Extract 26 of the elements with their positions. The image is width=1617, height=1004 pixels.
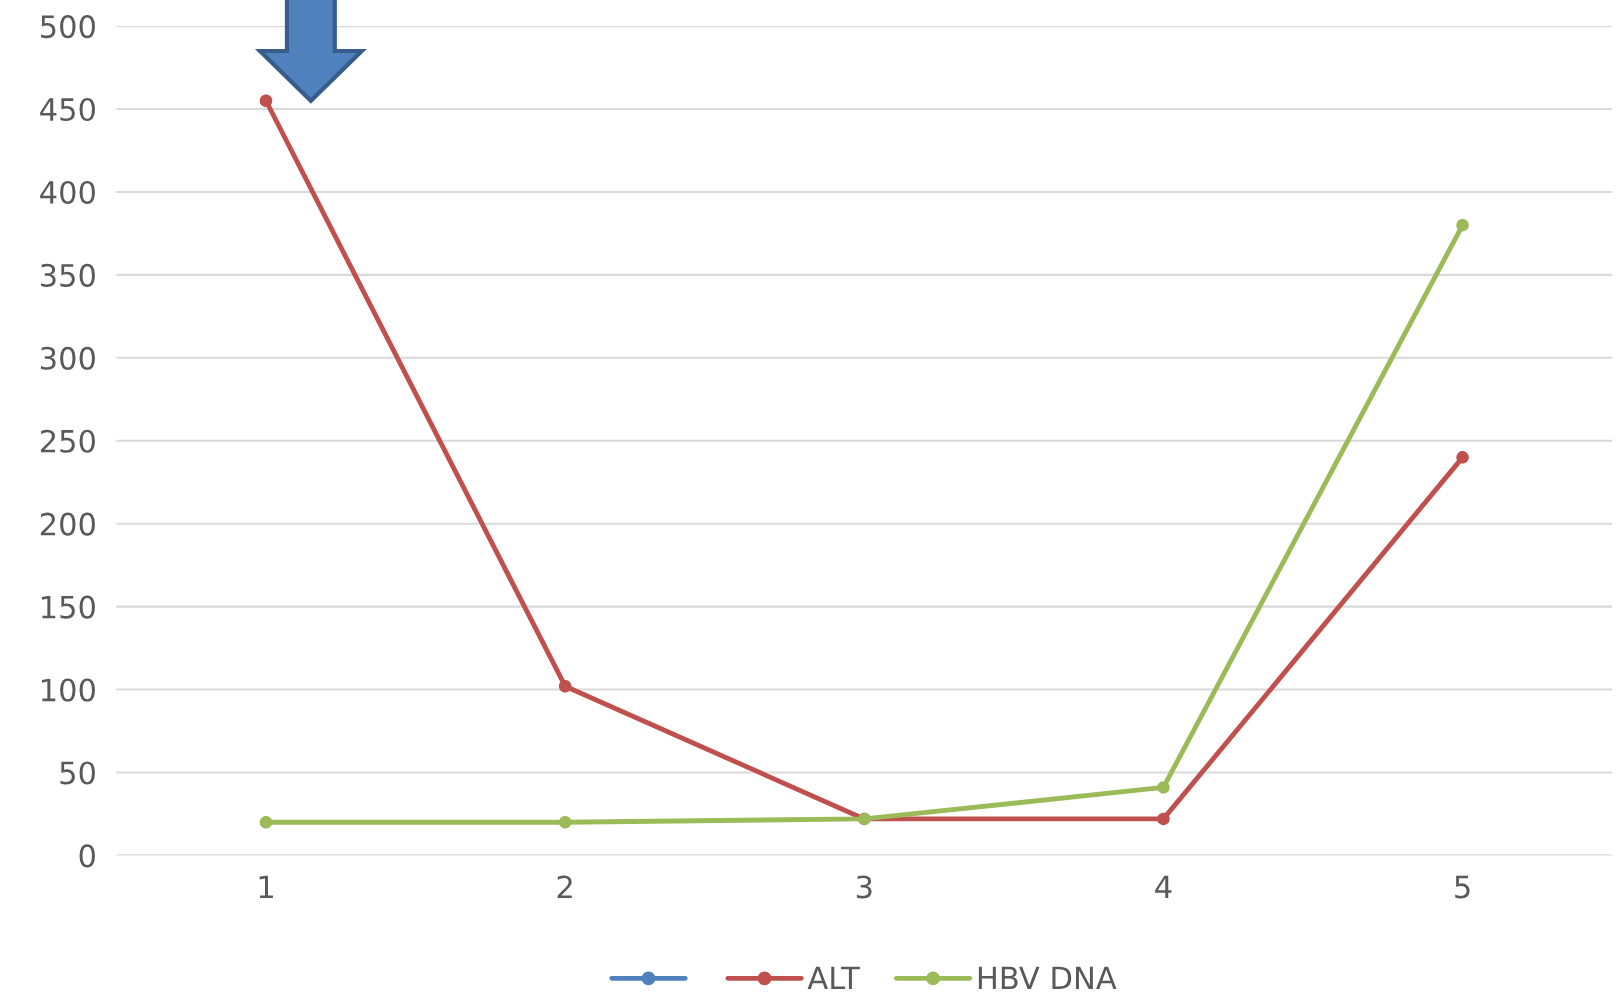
point bbox=[1157, 812, 1170, 826]
y-tick-label: 250 bbox=[40, 429, 95, 453]
x-tick-label: 1 bbox=[259, 875, 273, 899]
point bbox=[259, 94, 273, 107]
y-tick-label: 350 bbox=[40, 263, 95, 287]
y-tick-label: 100 bbox=[42, 678, 95, 702]
legend-label: ALT bbox=[807, 966, 860, 990]
y-tick-label: 400 bbox=[40, 180, 95, 205]
point bbox=[558, 679, 572, 693]
point bbox=[1456, 451, 1469, 464]
y-tick-label: 0 bbox=[79, 844, 95, 868]
y-tick-label: 50 bbox=[60, 761, 95, 785]
point bbox=[1157, 781, 1170, 794]
y-tick-label: 500 bbox=[41, 15, 95, 39]
x-tick-label: 5 bbox=[1455, 875, 1470, 899]
y-tick-label: 300 bbox=[40, 346, 95, 370]
x-tick-label: 4 bbox=[1155, 875, 1172, 899]
y-tick-label: 150 bbox=[42, 595, 95, 619]
point bbox=[259, 815, 273, 829]
point bbox=[1456, 218, 1469, 232]
x-tick-label: 3 bbox=[856, 875, 872, 899]
x-tick-label: 2 bbox=[557, 875, 572, 899]
legend-label: HBV DNA bbox=[978, 966, 1117, 990]
y-tick-label: 450 bbox=[40, 97, 95, 122]
y-tick-label: 200 bbox=[40, 512, 95, 536]
point bbox=[558, 815, 572, 829]
